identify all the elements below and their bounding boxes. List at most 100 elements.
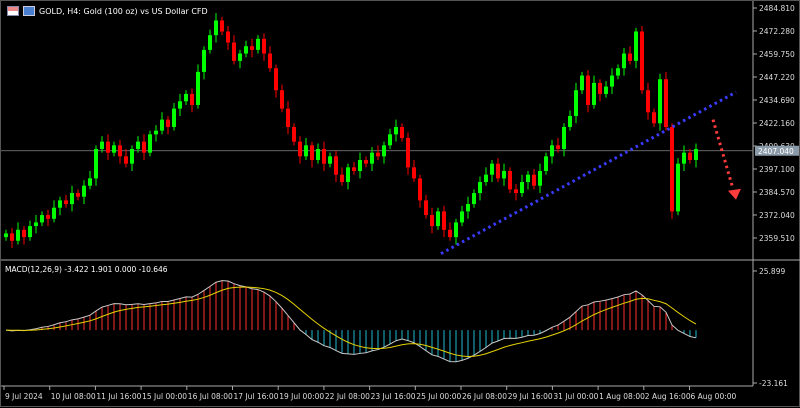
flag-icon[interactable] [7,6,19,16]
candle-body [352,167,356,172]
x-tick-label: 2 Aug 16:00 [645,392,691,401]
candle-body [556,145,560,149]
candle-body [190,93,194,105]
candle-body [118,145,122,157]
candle-body [334,156,338,175]
x-tick-label: 25 Jul 00:00 [416,392,461,401]
candle-body [172,108,176,127]
candle-body [106,141,110,153]
candle-body [454,222,458,238]
candle-body [388,134,392,146]
candle-body [634,31,638,61]
candle-body [490,163,494,175]
candle-body [640,31,644,91]
chart-icon[interactable] [23,6,35,16]
current-price-label: 2407.040 [758,147,794,156]
candle-body [208,35,212,50]
x-tick-label: 11 Jul 16:00 [96,392,141,401]
candle-body [88,178,92,186]
candle-body [40,215,44,223]
y-tick-label: 2384.570 [759,188,795,197]
candle-body [148,134,152,153]
candle-body [154,130,158,135]
candle-body [268,53,272,69]
candle-body [136,141,140,149]
y-tick-label: 2472.280 [759,27,795,36]
arrow-line [711,119,735,190]
candle-body [10,233,14,241]
candle-body [178,101,182,109]
candle-body [376,152,380,157]
arrow-head-icon [728,188,741,200]
candle-body [436,211,440,227]
candle-body [448,229,452,238]
candle-body [544,156,548,172]
candle-body [250,46,254,50]
candle-body [532,174,536,186]
y-tick-label: 2459.750 [759,50,795,59]
candle-body [682,152,686,164]
candle-body [394,126,398,135]
candle-body [340,174,344,183]
candle-body [220,20,224,32]
candle-body [28,226,32,238]
candle-body [286,108,290,127]
candle-body [142,141,146,153]
y-tick-label: 2422.160 [759,119,795,128]
x-tick-label: 10 Jul 08:00 [51,392,96,401]
candle-body [496,163,500,179]
x-tick-label: 16 Jul 08:00 [188,392,233,401]
chart-title-bar: GOLD, H4: Gold (100 oz) vs US Dollar CFD [7,6,208,16]
candle-body [658,79,662,124]
candle-body [298,141,302,157]
candle-body [82,185,86,197]
candle-body [508,171,512,190]
candle-body [274,68,278,91]
candle-body [346,167,350,183]
candle-body [184,93,188,102]
candle-body [664,79,668,127]
candle-body [322,148,326,164]
candle-body [112,145,116,153]
candle-body [76,193,80,197]
candle-body [652,112,656,124]
candle-body [196,71,200,105]
candle-body [400,126,404,138]
candle-body [64,200,68,205]
candle-body [358,160,362,172]
candle-body [244,46,248,54]
macd-y-tick-label: 25.899 [759,267,785,276]
chart-title: GOLD, H4: Gold (100 oz) vs US Dollar CFD [39,6,208,16]
x-tick-label: 6 Aug 00:00 [691,392,737,401]
candle-body [430,215,434,227]
candle-body [520,182,524,194]
y-tick-label: 2397.100 [759,165,795,174]
y-tick-label: 2372.040 [759,211,795,220]
x-tick-label: 22 Jul 08:00 [325,392,370,401]
x-tick-label: 19 Jul 00:00 [279,392,324,401]
candle-body [232,42,236,61]
candle-body [214,20,218,36]
candle-body [550,145,554,157]
candle-body [484,174,488,183]
candle-body [676,163,680,212]
candle-body [304,145,308,157]
candle-body [52,207,56,219]
candle-body [262,38,266,54]
candle-body [238,53,242,61]
candle-body [292,126,296,142]
candle-body [256,38,260,50]
y-tick-label: 2447.220 [759,73,795,82]
candle-body [382,145,386,157]
candle-body [226,31,230,43]
x-tick-label: 15 Jul 00:00 [142,392,187,401]
candle-body [100,141,104,149]
candle-body [628,53,632,61]
candle-body [478,182,482,194]
candle-body [598,82,602,94]
candle-body [694,148,698,161]
candle-body [568,115,572,127]
candle-body [202,49,206,72]
